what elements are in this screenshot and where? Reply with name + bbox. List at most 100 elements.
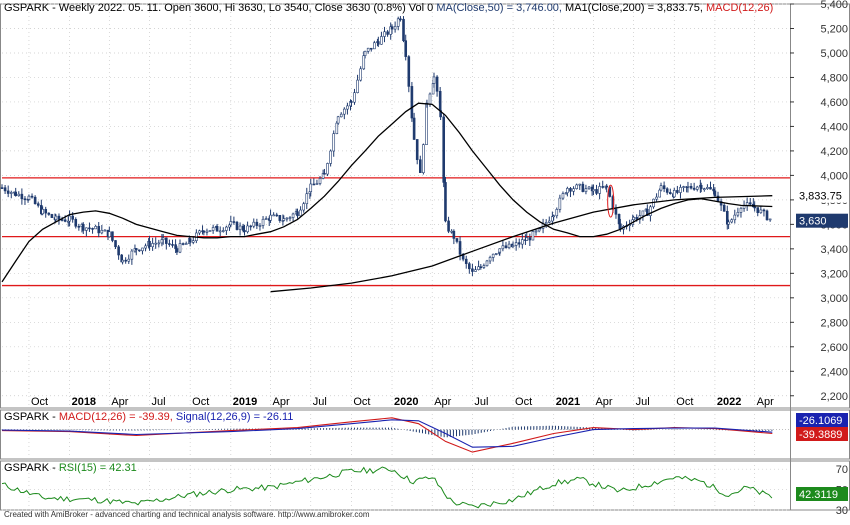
candle-body bbox=[759, 209, 763, 214]
candle-body bbox=[464, 258, 468, 264]
candle-body bbox=[202, 230, 206, 233]
candle-body bbox=[444, 182, 447, 222]
price-tick-label: 3,400 bbox=[820, 244, 848, 256]
candle-body bbox=[336, 116, 340, 124]
x-tick-label: 2018 bbox=[72, 396, 96, 408]
candle-body bbox=[249, 225, 252, 228]
candle-body bbox=[30, 195, 34, 198]
price-header-main: GSPARK - Weekly 2022. 05. 11. Open 3600,… bbox=[4, 2, 436, 14]
price-tick-label: 2,200 bbox=[820, 391, 848, 403]
candle-body bbox=[412, 117, 416, 140]
candle-body bbox=[285, 217, 289, 220]
candle-body bbox=[50, 214, 54, 218]
candle-body bbox=[346, 105, 349, 110]
candle-body bbox=[218, 230, 222, 233]
candle-body bbox=[138, 249, 141, 252]
x-tick-label: Oct bbox=[676, 396, 693, 408]
x-tick-label: 2022 bbox=[717, 396, 741, 408]
candle-body bbox=[151, 243, 154, 248]
candle-body bbox=[662, 185, 666, 190]
x-tick-label: Apr bbox=[757, 396, 774, 408]
candle-body bbox=[363, 50, 367, 56]
candle-body bbox=[377, 41, 380, 45]
candle-body bbox=[141, 247, 144, 252]
candle-body bbox=[534, 230, 538, 233]
candle-body bbox=[386, 31, 389, 35]
candle-body bbox=[555, 209, 559, 217]
candle-body bbox=[160, 239, 164, 244]
price-header-ma200: MA1(Close,200) = 3,833.75, bbox=[565, 2, 706, 14]
candle-body bbox=[474, 269, 477, 272]
candle-body bbox=[706, 187, 709, 189]
candle-body bbox=[753, 206, 756, 209]
candle-body bbox=[47, 212, 51, 215]
price-tick-label: 5,000 bbox=[820, 48, 848, 60]
candle-body bbox=[157, 242, 161, 245]
price-tick-label: 3,000 bbox=[820, 293, 848, 305]
ma200-line bbox=[270, 195, 773, 293]
candle-body bbox=[121, 259, 124, 263]
candle-body bbox=[566, 188, 569, 194]
candle-body bbox=[725, 211, 729, 225]
candle-body bbox=[305, 193, 309, 205]
candle-body bbox=[241, 225, 245, 231]
price-pane: 2,2002,4002,6002,8003,0003,2003,4003,600… bbox=[0, 0, 850, 510]
macd-badge-bg bbox=[796, 427, 848, 441]
candle-body bbox=[587, 186, 591, 190]
candle-body bbox=[269, 214, 272, 221]
candle-body bbox=[494, 253, 498, 255]
candle-body bbox=[144, 245, 147, 249]
price-tick-label: 2,400 bbox=[820, 366, 848, 378]
x-tick-label: Oct bbox=[515, 396, 532, 408]
candle-body bbox=[617, 214, 621, 225]
candle-body bbox=[482, 265, 486, 268]
x-tick-label: Jul bbox=[636, 396, 650, 408]
candle-body bbox=[380, 36, 383, 45]
candle-body bbox=[396, 18, 400, 27]
candle-body bbox=[584, 188, 588, 192]
candle-body bbox=[471, 268, 474, 272]
candle-body bbox=[572, 188, 575, 192]
candle-body bbox=[425, 102, 428, 145]
candle-body bbox=[178, 243, 182, 253]
candle-body bbox=[278, 215, 282, 221]
x-tick-label: Oct bbox=[192, 396, 209, 408]
candle-body bbox=[676, 190, 679, 193]
candle-body bbox=[63, 219, 67, 222]
candle-body bbox=[221, 230, 225, 232]
macd-badge: -39.3889 bbox=[799, 429, 842, 441]
candle-body bbox=[191, 240, 195, 243]
candle-body bbox=[614, 208, 618, 215]
candle-body bbox=[103, 229, 107, 232]
candle-body bbox=[272, 214, 275, 217]
candle-body bbox=[225, 226, 228, 231]
rsi-pane-header: GSPARK - RSI(15) = 42.31 bbox=[4, 462, 137, 474]
price-tick-label: 4,000 bbox=[820, 170, 848, 182]
candle-body bbox=[299, 209, 302, 217]
candle-body bbox=[699, 184, 703, 190]
candle-body bbox=[531, 231, 535, 241]
x-tick-label: 2020 bbox=[394, 396, 418, 408]
candle-body bbox=[20, 193, 24, 200]
candle-body bbox=[77, 225, 81, 228]
candle-body bbox=[692, 187, 696, 190]
candle-body bbox=[646, 208, 649, 216]
candle-body bbox=[686, 186, 690, 188]
candle-body bbox=[558, 197, 562, 210]
candle-body bbox=[415, 139, 419, 161]
macd-header-value: MACD(12,26) = -39.39, bbox=[59, 411, 176, 423]
candle-body bbox=[88, 227, 91, 230]
candle-body bbox=[485, 260, 489, 267]
candle-body bbox=[595, 189, 598, 194]
candle-body bbox=[668, 192, 672, 195]
candle-body bbox=[575, 184, 578, 189]
price-tick-label: 4,600 bbox=[820, 97, 848, 109]
candle-body bbox=[418, 159, 422, 173]
candle-body bbox=[762, 209, 766, 212]
rsi-header-value: RSI(15) = 42.31 bbox=[59, 462, 137, 474]
ma200-badge-bg bbox=[796, 188, 848, 203]
candle-body bbox=[501, 245, 505, 250]
candle-body bbox=[435, 76, 439, 92]
candle-body bbox=[455, 238, 459, 242]
